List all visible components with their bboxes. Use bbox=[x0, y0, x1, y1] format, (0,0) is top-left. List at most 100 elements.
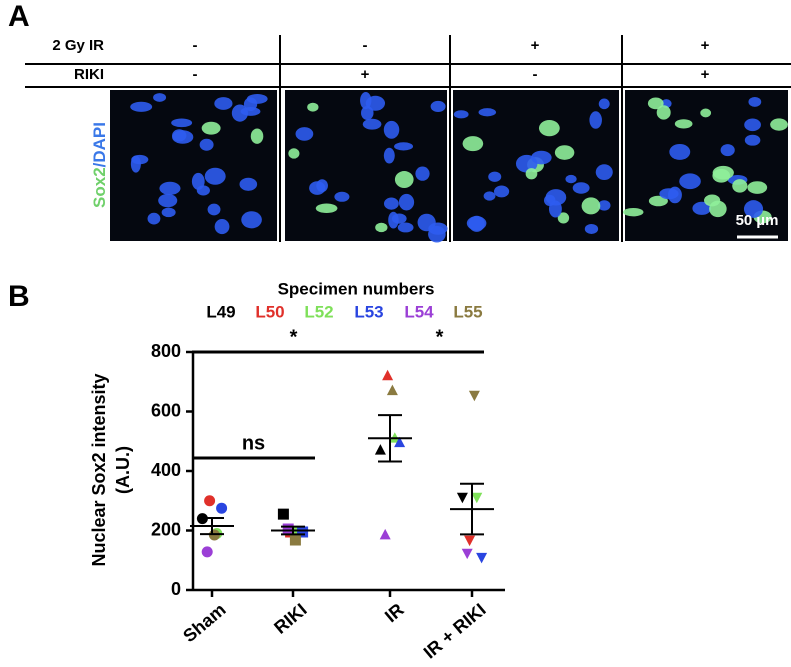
nucleus bbox=[720, 144, 735, 157]
legend-entry: L53 bbox=[354, 302, 383, 321]
nucleus bbox=[744, 134, 761, 146]
nucleus bbox=[334, 191, 350, 202]
nucleus bbox=[748, 96, 762, 107]
nucleus bbox=[483, 191, 496, 201]
nucleus bbox=[595, 164, 613, 181]
nucleus bbox=[488, 171, 502, 182]
nucleus bbox=[159, 181, 181, 195]
nucleus bbox=[743, 200, 764, 218]
nucleus bbox=[598, 98, 610, 110]
condition-sign: + bbox=[701, 37, 710, 54]
data-point bbox=[464, 535, 476, 547]
nucleus bbox=[770, 118, 788, 131]
nucleus bbox=[598, 200, 611, 211]
nucleus bbox=[207, 203, 221, 216]
nucleus bbox=[647, 97, 664, 110]
nucleus bbox=[581, 197, 601, 215]
nucleus bbox=[493, 185, 510, 198]
nucleus bbox=[525, 168, 538, 180]
nucleus bbox=[415, 166, 430, 181]
data-point bbox=[374, 444, 386, 455]
data-point bbox=[382, 369, 394, 381]
y-tick-label: 0 bbox=[171, 579, 181, 599]
nucleus bbox=[171, 118, 193, 128]
y-tick-label: 600 bbox=[151, 400, 181, 420]
nucleus bbox=[246, 93, 268, 104]
nucleus bbox=[360, 91, 372, 110]
nucleus bbox=[704, 194, 721, 207]
condition-sign: - bbox=[193, 37, 198, 54]
y-axis-label: Nuclear Sox2 intensity bbox=[89, 373, 109, 566]
data-point bbox=[456, 492, 468, 504]
nucleus bbox=[453, 110, 469, 119]
nucleus bbox=[307, 102, 319, 112]
legend-entry: L54 bbox=[404, 302, 434, 321]
nucleus bbox=[158, 193, 178, 208]
x-tick-label: IR + RIKI bbox=[420, 599, 490, 662]
legend-title: Specimen numbers bbox=[278, 279, 435, 298]
row-label: RIKI bbox=[74, 66, 104, 83]
stain-name: /DAPI bbox=[90, 122, 109, 167]
nucleus bbox=[692, 201, 712, 215]
nuclei bbox=[130, 93, 268, 235]
data-point bbox=[297, 526, 309, 538]
stain-label: Sox2/DAPI bbox=[90, 122, 109, 208]
nucleus bbox=[430, 100, 446, 113]
nucleus bbox=[130, 155, 141, 173]
panel-label: A bbox=[8, 0, 30, 33]
nucleus bbox=[747, 181, 768, 194]
nucleus bbox=[153, 93, 167, 102]
data-point bbox=[216, 502, 228, 514]
x-tick-label: IR bbox=[381, 599, 408, 626]
nucleus bbox=[572, 182, 590, 194]
nucleus bbox=[554, 145, 575, 160]
data-point bbox=[461, 548, 473, 560]
nucleus bbox=[589, 111, 602, 129]
nucleus bbox=[241, 211, 262, 229]
nuclei bbox=[453, 98, 613, 234]
nucleus bbox=[462, 136, 484, 152]
nucleus bbox=[239, 177, 258, 191]
nucleus bbox=[161, 207, 176, 218]
legend-entry: L50 bbox=[255, 302, 284, 321]
nucleus bbox=[398, 193, 415, 211]
nucleus bbox=[394, 142, 414, 151]
nucleus bbox=[623, 207, 644, 217]
condition-sign: + bbox=[531, 37, 540, 54]
nucleus bbox=[214, 219, 230, 235]
nucleus bbox=[361, 105, 374, 120]
nucleus bbox=[130, 101, 153, 112]
nucleus bbox=[214, 97, 233, 110]
nucleus bbox=[679, 173, 701, 190]
legend-entry: L49 bbox=[206, 302, 235, 321]
nucleus bbox=[394, 171, 414, 189]
data-point bbox=[386, 384, 398, 396]
data-point bbox=[282, 523, 294, 535]
nucleus bbox=[428, 225, 446, 243]
legend-entry: L52 bbox=[304, 302, 333, 321]
data-point bbox=[471, 492, 483, 504]
nucleus bbox=[565, 174, 577, 184]
nucleus bbox=[375, 222, 388, 233]
nucleus bbox=[669, 143, 691, 160]
nucleus bbox=[383, 197, 399, 210]
stain-name: Sox2 bbox=[90, 167, 109, 208]
nucleus bbox=[362, 118, 382, 130]
nucleus bbox=[557, 212, 570, 224]
data-point bbox=[468, 390, 480, 402]
nucleus bbox=[397, 222, 414, 233]
nucleus bbox=[468, 215, 485, 232]
condition-sign: + bbox=[361, 66, 370, 83]
nucleus bbox=[656, 105, 671, 120]
nucleus bbox=[383, 147, 395, 164]
nucleus bbox=[538, 120, 560, 137]
scale-bar-label: 50 µm bbox=[736, 212, 779, 229]
condition-sign: - bbox=[363, 37, 368, 54]
nucleus bbox=[478, 108, 497, 117]
y-tick-label: 400 bbox=[151, 460, 181, 480]
condition-sign: + bbox=[701, 66, 710, 83]
data-point bbox=[201, 546, 213, 558]
nucleus bbox=[288, 148, 300, 159]
nucleus bbox=[548, 200, 562, 218]
